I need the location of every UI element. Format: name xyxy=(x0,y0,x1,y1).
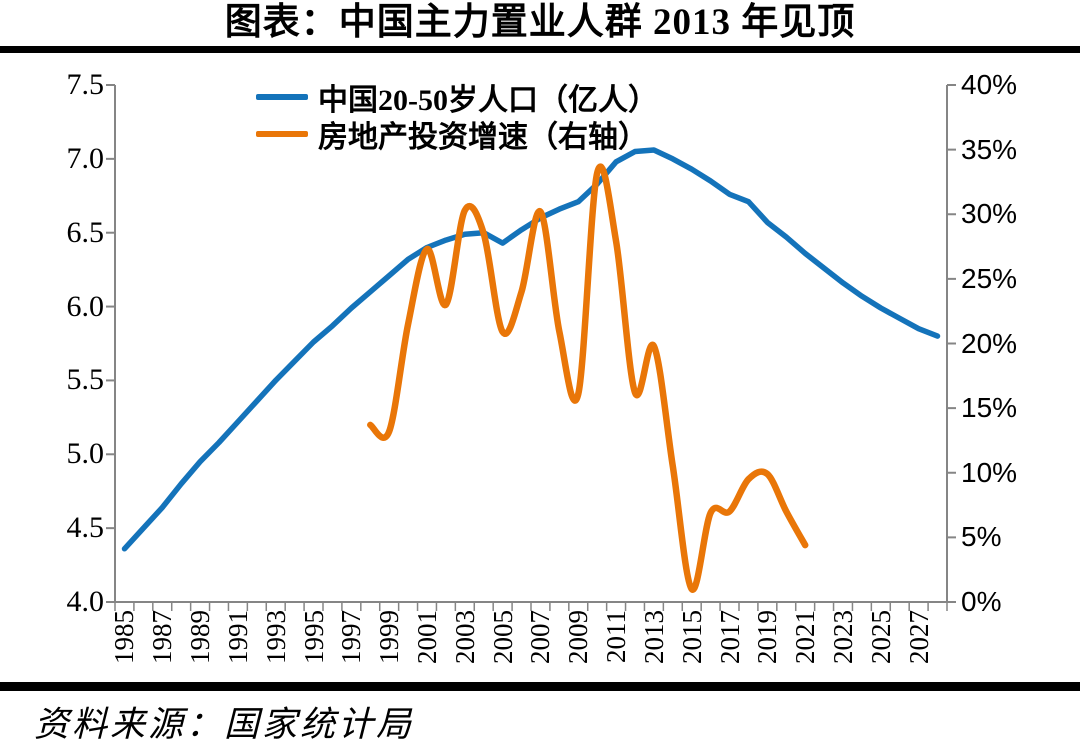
x-axis-tick-label: 2005 xyxy=(487,610,518,664)
x-axis-tick-label: 2023 xyxy=(828,610,858,664)
x-axis-tick-label: 2025 xyxy=(865,610,896,664)
x-axis-tick-label: 2011 xyxy=(601,610,632,663)
left-axis-tick-label: 7.5 xyxy=(66,68,105,101)
legend-item-population: 中国20-50岁人口（亿人） xyxy=(256,78,658,117)
x-axis-tick-label: 2003 xyxy=(449,610,480,664)
x-axis-tick-label: 2019 xyxy=(752,610,783,664)
legend-label-investment-growth: 房地产投资增速（右轴） xyxy=(318,120,648,154)
x-axis-tick-label: 2001 xyxy=(412,610,442,664)
legend-item-investment-growth: 房地产投资增速（右轴） xyxy=(256,115,658,154)
x-axis-tick-label: 2007 xyxy=(525,610,556,664)
legend-label-population: 中国20-50岁人口（亿人） xyxy=(318,83,658,117)
x-axis-tick-label: 2013 xyxy=(638,610,669,664)
x-axis-tick-label: 1999 xyxy=(374,610,405,664)
chart-title: 图表：中国主力置业人群 2013 年见顶 xyxy=(224,2,856,43)
left-axis-tick-label: 5.5 xyxy=(66,363,105,397)
legend: 中国20-50岁人口（亿人） 房地产投资增速（右轴） xyxy=(256,78,658,154)
left-axis-tick-label: 4.5 xyxy=(66,511,105,545)
right-axis-tick-label: 15% xyxy=(961,392,1018,424)
right-axis-tick-label: 40% xyxy=(961,69,1018,100)
left-axis-tick-label: 6.5 xyxy=(66,215,105,249)
left-axis-tick-label: 6.0 xyxy=(66,289,105,323)
right-axis-tick-label: 30% xyxy=(961,198,1018,230)
x-axis-tick-label: 2021 xyxy=(790,610,821,664)
source-note: 资料来源：国家统计局 xyxy=(34,705,415,744)
investment-growth-line-swatch xyxy=(256,130,308,137)
population-line-swatch xyxy=(256,93,308,100)
footer-divider xyxy=(0,682,1080,691)
x-axis-tick-label: 2009 xyxy=(563,610,594,664)
x-axis-tick-label: 2015 xyxy=(676,610,707,664)
left-axis-tick-label: 7.0 xyxy=(66,141,105,175)
title-divider xyxy=(0,46,1080,53)
left-axis-tick-label: 5.0 xyxy=(66,437,105,471)
x-axis-tick-label: 1987 xyxy=(147,610,178,664)
right-axis-tick-label: 35% xyxy=(961,133,1018,165)
right-axis-tick-label: 25% xyxy=(961,262,1018,294)
x-axis-tick-label: 1995 xyxy=(298,610,329,664)
x-axis-tick-label: 1991 xyxy=(222,610,253,664)
right-axis-tick-label: 10% xyxy=(961,456,1018,488)
x-axis-tick-label: 2027 xyxy=(903,610,934,664)
x-axis-tick-label: 1993 xyxy=(260,610,291,664)
population-series-line xyxy=(121,147,941,552)
right-axis-tick-label: 0% xyxy=(961,586,1002,617)
left-axis-tick-label: 4.0 xyxy=(66,585,105,618)
x-axis-tick-label: 1989 xyxy=(185,610,216,664)
x-axis-tick-label: 1997 xyxy=(336,610,367,664)
x-axis-tick-label: 2017 xyxy=(714,610,745,664)
right-axis-tick-label: 5% xyxy=(961,521,1002,553)
right-axis-tick-label: 20% xyxy=(961,327,1018,359)
x-axis-tick-label: 1985 xyxy=(109,610,140,664)
investment-growth-series-line xyxy=(367,163,809,593)
